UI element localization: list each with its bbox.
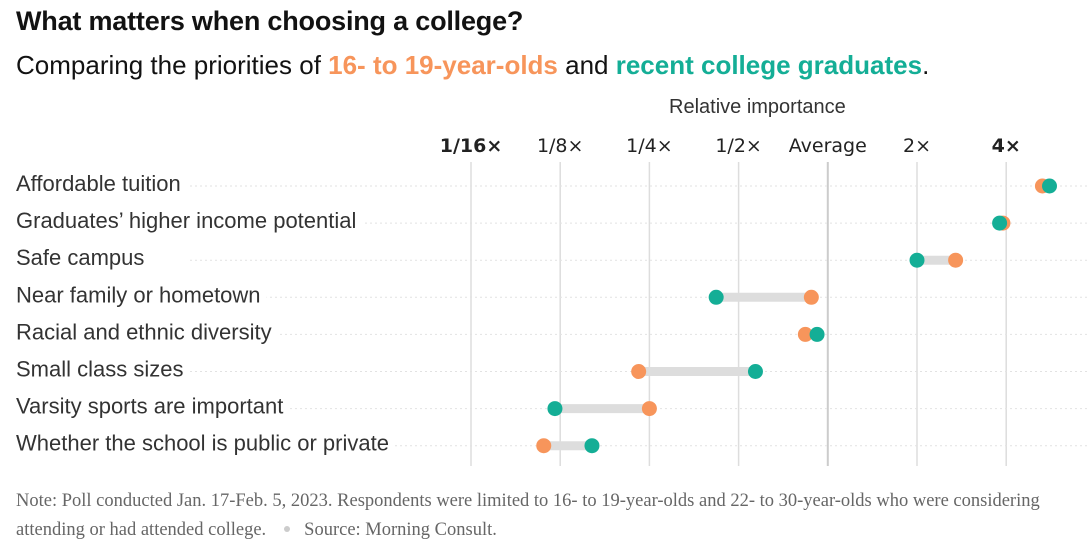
label-background bbox=[14, 356, 190, 382]
category-label: Whether the school is public or private bbox=[16, 431, 389, 456]
subtitle-prefix: Comparing the priorities of bbox=[16, 50, 329, 80]
subtitle-teen-label: 16- to 19-year-olds bbox=[328, 50, 558, 80]
label-background bbox=[14, 282, 267, 308]
category-label: Graduates’ higher income potential bbox=[16, 208, 356, 233]
teen-dot bbox=[948, 252, 964, 268]
chart-note: Note: Poll conducted Jan. 17-Feb. 5, 202… bbox=[16, 487, 1076, 545]
axis-title: Relative importance bbox=[669, 96, 846, 118]
teen-dot bbox=[641, 401, 657, 417]
grad-dot bbox=[547, 401, 563, 417]
source-text: Source: Morning Consult. bbox=[304, 520, 497, 540]
tick-label: 1/8× bbox=[537, 135, 584, 157]
chart-subtitle: Comparing the priorities of 16- to 19-ye… bbox=[16, 50, 929, 81]
subtitle-middle: and bbox=[557, 50, 616, 80]
label-background bbox=[14, 245, 151, 271]
grad-dot bbox=[747, 364, 763, 379]
chart-title: What matters when choosing a college? bbox=[16, 6, 524, 36]
teen-dot bbox=[631, 364, 647, 379]
category-label: Safe campus bbox=[16, 245, 144, 270]
tick-label: 1/16× bbox=[440, 135, 503, 157]
tick-label: 1/4× bbox=[626, 135, 673, 157]
tick-label: 4× bbox=[992, 135, 1021, 157]
label-background bbox=[14, 430, 395, 456]
category-label: Varsity sports are important bbox=[16, 394, 283, 419]
grad-dot bbox=[584, 438, 600, 454]
dot-plot-chart: 1/16× 1/8× 1/4× 1/2× Average 2× 4× Affordable t… bbox=[14, 135, 1087, 466]
grad-dot bbox=[708, 289, 724, 305]
tick-label: Average bbox=[789, 135, 867, 157]
grad-dot bbox=[809, 326, 825, 342]
grad-dot bbox=[992, 215, 1008, 231]
category-label: Near family or hometown bbox=[16, 282, 261, 307]
label-background bbox=[14, 319, 278, 345]
grad-dot bbox=[1042, 178, 1058, 194]
category-label: Racial and ethnic diversity bbox=[16, 319, 272, 344]
label-background bbox=[14, 171, 187, 196]
category-label: Small class sizes bbox=[16, 357, 183, 382]
teen-dot bbox=[803, 289, 819, 305]
tick-label: 2× bbox=[903, 135, 931, 157]
note-text: Note: Poll conducted Jan. 17-Feb. 5, 202… bbox=[16, 491, 1040, 540]
subtitle-grad-label: recent college graduates bbox=[615, 50, 923, 80]
teen-dot bbox=[536, 438, 552, 454]
label-background bbox=[14, 208, 363, 234]
teen-dot bbox=[797, 326, 813, 342]
category-label: Affordable tuition bbox=[16, 171, 181, 196]
subtitle-suffix: . bbox=[922, 50, 930, 80]
label-background bbox=[14, 393, 290, 419]
tick-label: 1/2× bbox=[715, 135, 762, 157]
separator-dot bbox=[284, 526, 291, 533]
grad-dot bbox=[909, 252, 925, 268]
